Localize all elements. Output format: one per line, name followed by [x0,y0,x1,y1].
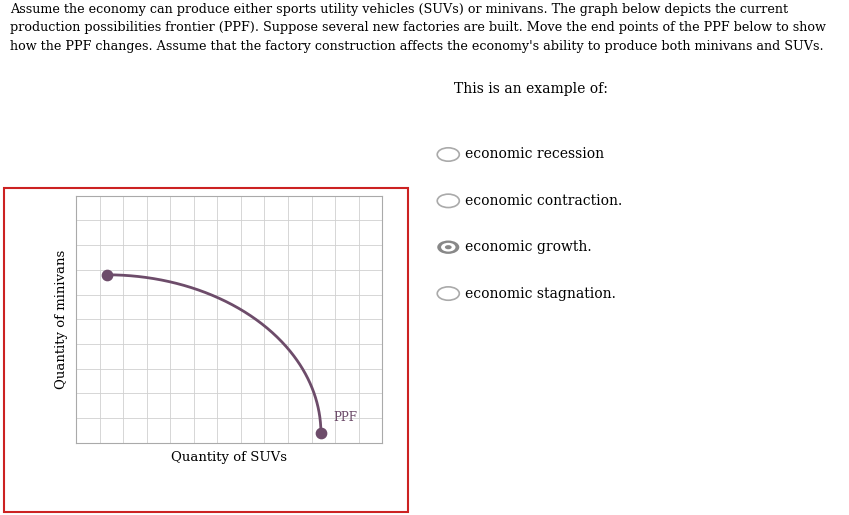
Text: economic contraction.: economic contraction. [465,194,622,208]
Point [100,271,114,279]
Text: economic recession: economic recession [465,147,604,162]
Text: Assume the economy can produce either sports utility vehicles (SUVs) or minivans: Assume the economy can produce either sp… [10,3,826,53]
Text: economic stagnation.: economic stagnation. [465,286,616,301]
Point [314,429,328,437]
X-axis label: Quantity of SUVs: Quantity of SUVs [171,451,287,464]
Text: This is an example of:: This is an example of: [454,82,608,96]
Text: PPF: PPF [333,410,357,424]
Text: economic growth.: economic growth. [465,240,592,254]
Y-axis label: Quantity of minivans: Quantity of minivans [55,250,68,389]
